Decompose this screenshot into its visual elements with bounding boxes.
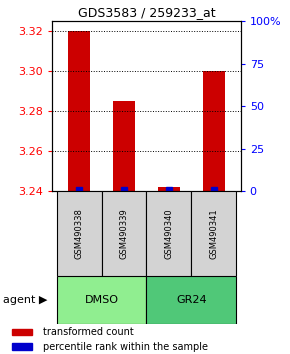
Text: agent ▶: agent ▶ — [3, 295, 47, 305]
Text: GSM490340: GSM490340 — [164, 208, 173, 259]
FancyBboxPatch shape — [102, 191, 146, 276]
Text: GSM490338: GSM490338 — [75, 208, 84, 259]
Bar — [12, 343, 32, 350]
FancyBboxPatch shape — [146, 191, 191, 276]
FancyBboxPatch shape — [146, 276, 236, 324]
Bar — [202, 71, 225, 191]
Text: transformed count: transformed count — [43, 327, 134, 337]
Text: DMSO: DMSO — [85, 295, 119, 305]
Bar — [158, 187, 180, 191]
FancyBboxPatch shape — [57, 276, 146, 324]
Bar — [113, 101, 135, 191]
Text: GSM490339: GSM490339 — [119, 208, 128, 259]
Bar — [12, 329, 32, 335]
Bar — [68, 31, 90, 191]
FancyBboxPatch shape — [191, 191, 236, 276]
Text: GR24: GR24 — [176, 295, 207, 305]
Title: GDS3583 / 259233_at: GDS3583 / 259233_at — [78, 6, 215, 19]
FancyBboxPatch shape — [57, 191, 102, 276]
Text: GSM490341: GSM490341 — [209, 208, 218, 259]
Text: percentile rank within the sample: percentile rank within the sample — [43, 342, 208, 352]
